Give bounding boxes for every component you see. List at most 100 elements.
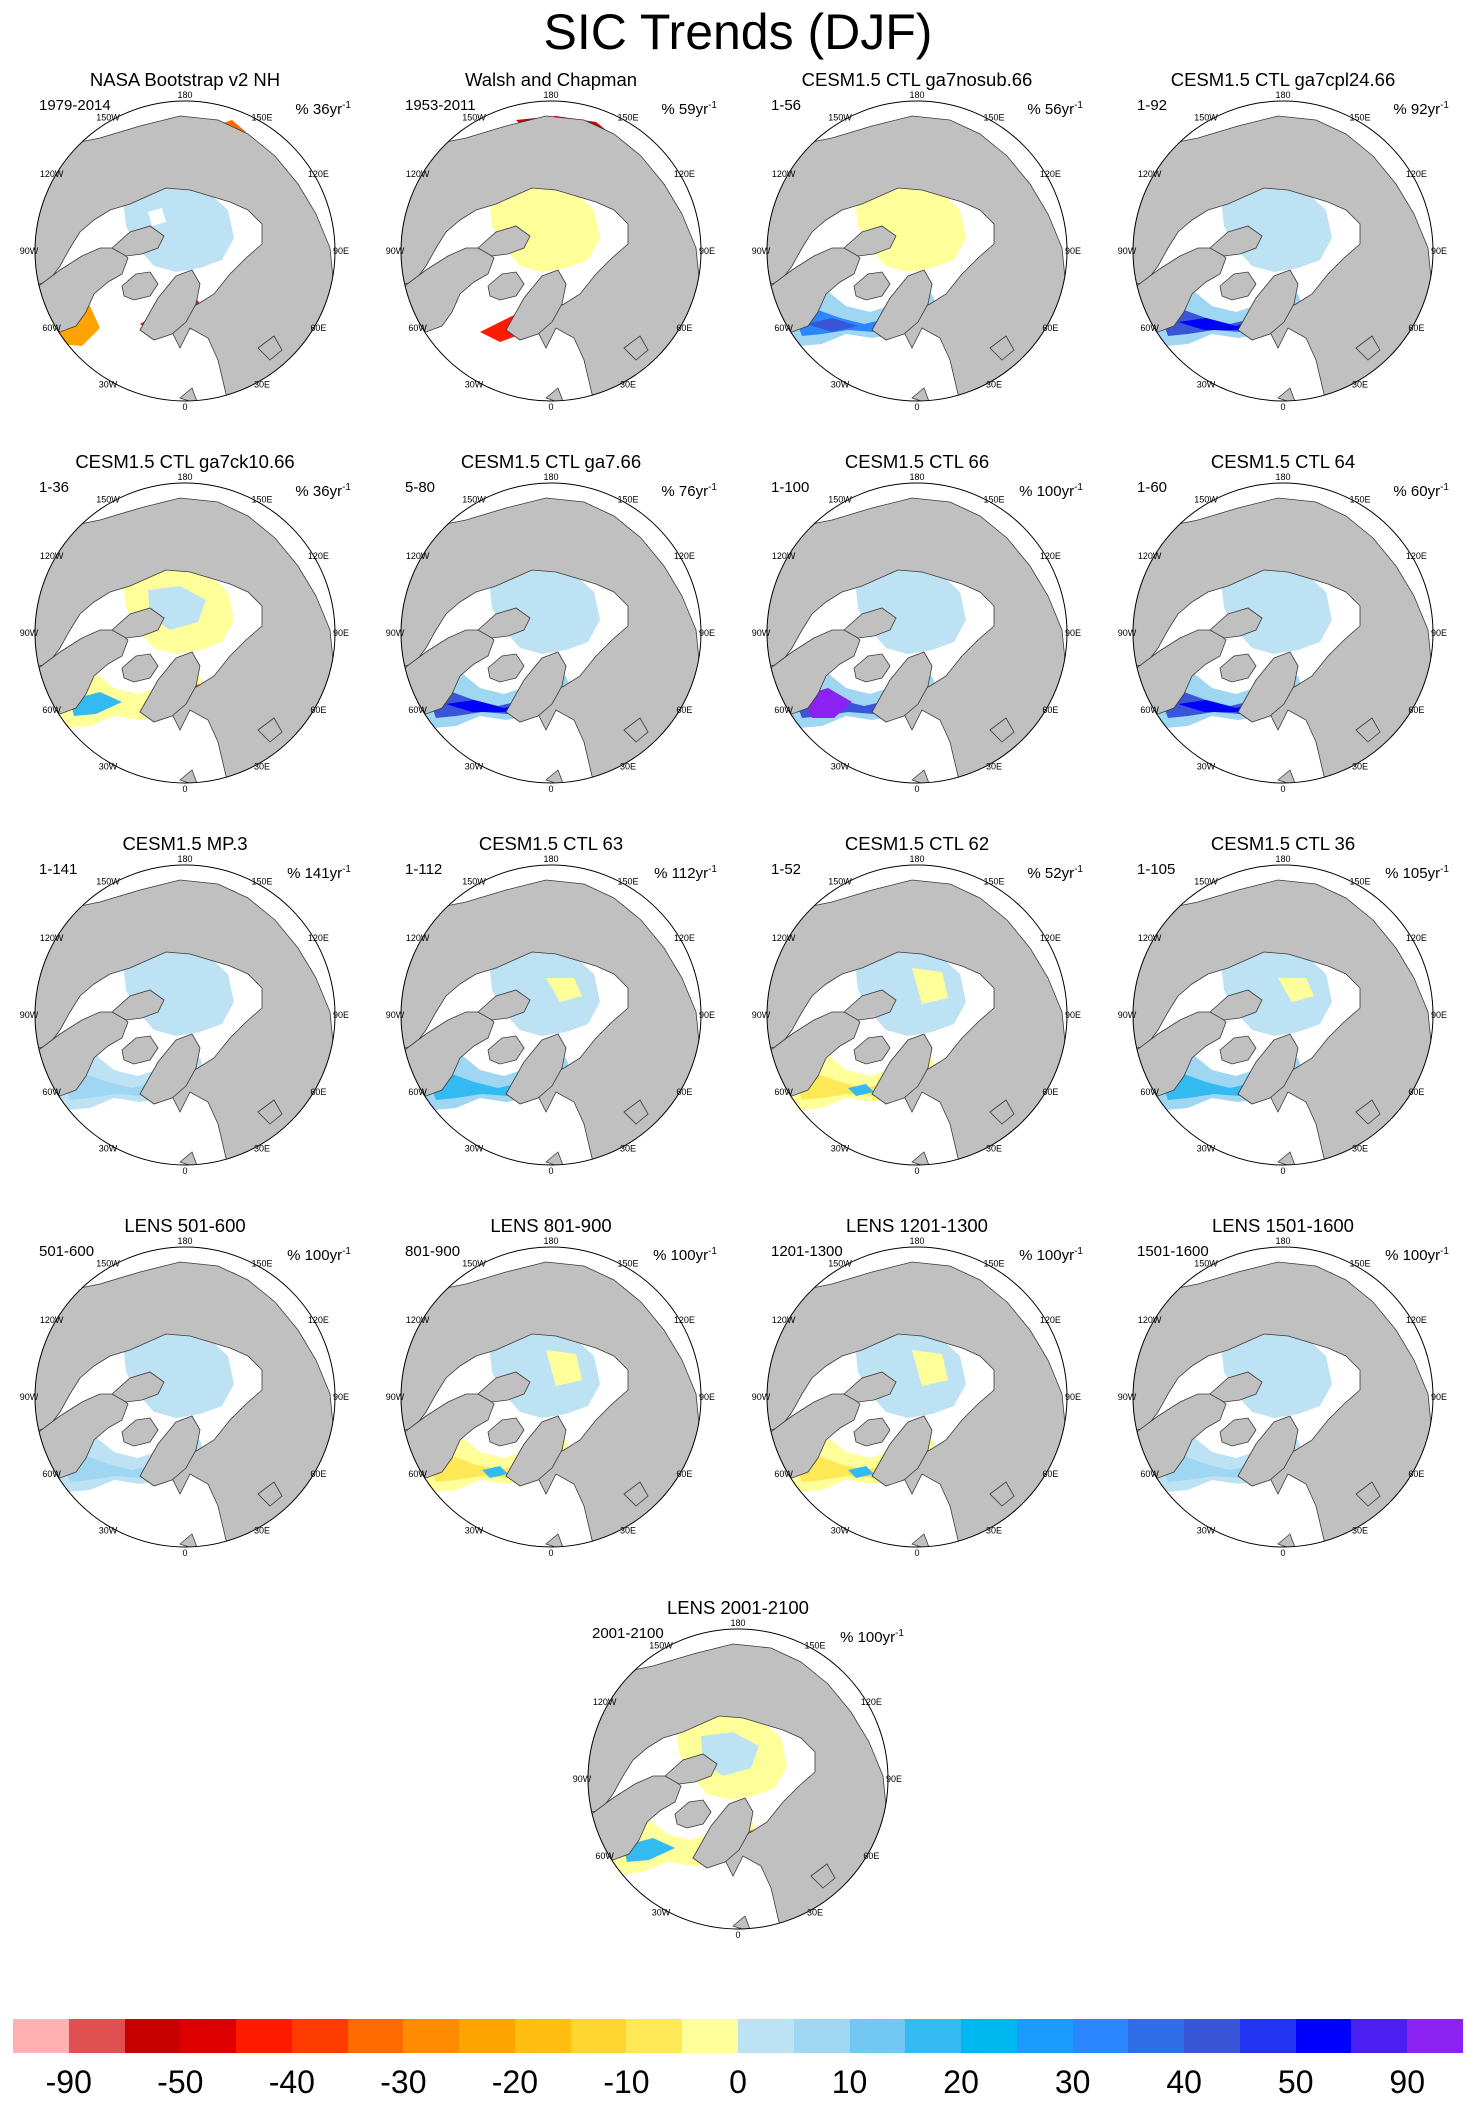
colorbar-label: 40 (1166, 2064, 1202, 2100)
longitude-label: 120E (1040, 933, 1061, 943)
longitude-label: 30W (1197, 1143, 1216, 1153)
colorbar-cell (682, 2019, 739, 2053)
land (853, 1035, 891, 1065)
land (1277, 1151, 1297, 1165)
longitude-label: 90E (699, 1010, 715, 1020)
longitude-label: 180 (909, 472, 924, 482)
map-border (766, 482, 1068, 784)
colorbar-cell (1072, 2019, 1129, 2053)
trend-region (546, 1350, 582, 1386)
land (674, 1799, 712, 1829)
longitude-label: 120E (1040, 1315, 1061, 1325)
colorbar (13, 2019, 1464, 2053)
longitude-label: 150W (96, 113, 120, 123)
map-border (1132, 1246, 1434, 1548)
longitude-label: 150W (96, 1259, 120, 1269)
longitude-label: 60E (310, 705, 326, 715)
trend-region (64, 1454, 198, 1482)
longitude-label: 90E (699, 1392, 715, 1402)
panel-trend-units: % 100yr-1 (287, 1246, 351, 1264)
longitude-label: 0 (182, 1548, 187, 1558)
land (111, 989, 165, 1021)
polar-map: 180 150E 120E 90E 60E 30E 0 30W 60W 90W 120W 150W (386, 854, 715, 1176)
longitude-label: 0 (548, 784, 553, 794)
panel-title: CESM1.5 CTL 62 (844, 833, 990, 854)
colorbar-cell (1407, 2019, 1464, 2053)
colorbar-cell (403, 2019, 460, 2053)
panel-period: 1953-2011 (405, 97, 476, 114)
land (179, 387, 199, 401)
map-panel: CESM1.5 CTL 62 1-52 % 52yr-1 180 150E 120E 90E… (747, 832, 1087, 1176)
map-panel: LENS 501-600 501-600 % 100yr-1 180 150E 120E 9… (15, 1214, 355, 1558)
land (989, 1481, 1015, 1507)
panel-trend-units: % 59yr-1 (661, 100, 717, 118)
longitude-label: 30E (807, 1907, 823, 1917)
longitude-label: 150E (1349, 877, 1370, 887)
longitude-label: 120E (1040, 551, 1061, 561)
longitude-label: 60E (310, 323, 326, 333)
colorbar-label: -10 (603, 2064, 650, 2100)
land (623, 335, 649, 361)
longitude-label: 90W (1118, 1392, 1137, 1402)
land (545, 387, 565, 401)
longitude-label: 90E (886, 1774, 902, 1784)
trend-region (912, 968, 948, 1004)
longitude-label: 60W (774, 323, 793, 333)
land (810, 1863, 836, 1889)
longitude-label: 120E (674, 1315, 695, 1325)
longitude-label: 120E (308, 1315, 329, 1325)
longitude-label: 120E (674, 933, 695, 943)
longitude-label: 30W (465, 379, 484, 389)
longitude-label: 90E (1431, 1392, 1447, 1402)
map-border (766, 1246, 1068, 1548)
colorbar-cell (1128, 2019, 1185, 2053)
longitude-label: 90W (752, 1392, 771, 1402)
longitude-label: 150W (462, 1259, 486, 1269)
colorbar-cell (905, 2019, 962, 2053)
longitude-label: 90W (20, 1010, 39, 1020)
trend-region (430, 690, 564, 718)
land (1277, 769, 1297, 783)
map-panel: LENS 2001-2100 2001-2100% 100yr-1 180 150E 1… (568, 1596, 908, 1940)
panel-title: LENS 1501-1600 (1212, 1215, 1354, 1236)
longitude-label: 150E (1349, 1259, 1370, 1269)
longitude-label: 60E (676, 705, 692, 715)
longitude-label: 180 (543, 472, 558, 482)
longitude-label: 120W (40, 169, 64, 179)
colorbar-cell (1295, 2019, 1352, 2053)
land (505, 1033, 567, 1105)
longitude-label: 60W (42, 323, 61, 333)
longitude-label: 120E (674, 169, 695, 179)
map-panel: CESM1.5 CTL ga7.66 5-80 % 76yr-1 180 150E 120… (381, 450, 721, 794)
colorbar-label: -20 (491, 2064, 539, 2100)
panel-trend-units: % 100yr-1 (840, 1628, 904, 1646)
colorbar-cell (626, 2019, 683, 2053)
longitude-label: 180 (1275, 472, 1290, 482)
land (1219, 1417, 1257, 1447)
longitude-label: 120E (308, 551, 329, 561)
longitude-label: 60W (408, 323, 427, 333)
longitude-label: 0 (914, 402, 919, 412)
panel-period: 1-52 (771, 861, 802, 878)
longitude-label: 60W (408, 1469, 427, 1479)
longitude-label: 30W (465, 761, 484, 771)
longitude-label: 150W (462, 877, 486, 887)
longitude-label: 150W (1194, 495, 1218, 505)
longitude-label: 30E (254, 761, 270, 771)
land (989, 1099, 1015, 1125)
longitude-label: 30E (986, 761, 1002, 771)
land (989, 717, 1015, 743)
land (477, 1371, 531, 1403)
longitude-label: 180 (1275, 1236, 1290, 1246)
land (1209, 225, 1263, 257)
longitude-label: 120W (772, 551, 796, 561)
land (843, 1371, 897, 1403)
land (139, 269, 201, 341)
map-panel: CESM1.5 CTL 63 1-112 % 112yr-1 180 150E 120E 9… (381, 832, 721, 1176)
map-panel: CESM1.5 CTL ga7nosub.66 1-56 % 56yr-1 180 15… (747, 68, 1087, 412)
land (487, 271, 525, 301)
longitude-label: 60E (310, 1087, 326, 1097)
longitude-label: 30E (620, 761, 636, 771)
polar-map: 180 150E 120E 90E 60E 30E 0 30W 60W 90W 120W 150W (573, 1618, 902, 1940)
colorbar-label: 10 (831, 2064, 868, 2100)
